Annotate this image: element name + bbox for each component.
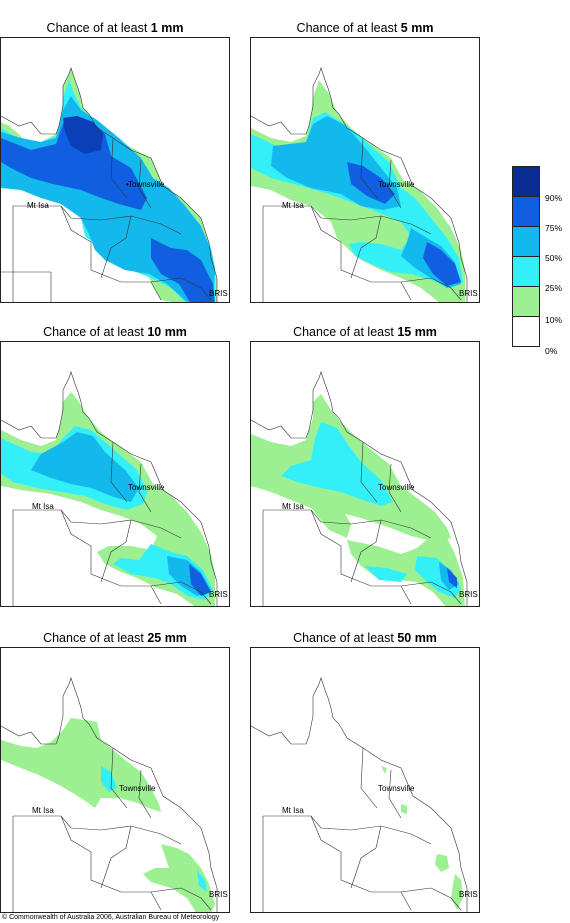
legend-swatch-25-50: [512, 256, 540, 287]
panel-title: Chance of at least 25 mm: [43, 631, 187, 645]
townsville-label: Townsville: [128, 180, 165, 189]
map-svg: [251, 677, 468, 912]
probability-map: Townsville Mt Isa BRIS: [250, 341, 480, 607]
probability-map: Townsville Mt Isa BRIS: [250, 647, 480, 913]
legend-tick: 10%: [545, 315, 563, 325]
mt-isa-label: Mt Isa: [32, 502, 54, 511]
townsville-label: Townsville: [378, 784, 415, 793]
legend-swatch-75-90: [512, 196, 540, 227]
bris-label: BRIS: [459, 590, 478, 599]
legend-tick: 25%: [545, 283, 563, 293]
legend-tick: 75%: [545, 223, 563, 233]
bris-label: BRIS: [209, 590, 228, 599]
map-svg: [1, 67, 218, 302]
panel-title: Chance of at least 10 mm: [43, 325, 187, 339]
map-svg: [1, 371, 218, 606]
legend-tick: 50%: [545, 253, 563, 263]
bris-label: BRIS: [209, 289, 228, 298]
townsville-label: Townsville: [378, 180, 415, 189]
probability-map: Townsville Mt Isa BRIS: [250, 37, 480, 303]
map-svg: [1, 677, 218, 912]
townsville-label: •: [126, 180, 129, 189]
legend-swatch-90-100: [512, 166, 540, 197]
panel-title: Chance of at least 50 mm: [293, 631, 437, 645]
panel-title: Chance of at least 5 mm: [296, 21, 434, 35]
bris-label: BRIS: [459, 890, 478, 899]
legend-tick: 0%: [545, 346, 558, 356]
probability-map: Townsville Mt Isa BRIS: [0, 647, 230, 913]
townsville-label: Townsville: [378, 483, 415, 492]
copyright-notice: © Commonwealth of Australia 2006, Austra…: [2, 914, 220, 921]
map-svg: [251, 371, 468, 606]
legend-swatch-10-25: [512, 286, 540, 317]
map-svg: [251, 67, 468, 302]
panel-title: Chance of at least 15 mm: [293, 325, 437, 339]
legend-swatch-0-10: [512, 316, 540, 347]
mt-isa-label: Mt Isa: [32, 806, 54, 815]
bris-label: BRIS: [459, 289, 478, 298]
legend-tick: 90%: [545, 193, 563, 203]
probability-map: Townsville Mt Isa BRIS: [0, 341, 230, 607]
legend-swatch-50-75: [512, 226, 540, 257]
mt-isa-label: Mt Isa: [27, 201, 49, 210]
mt-isa-label: Mt Isa: [282, 201, 304, 210]
townsville-label: Townsville: [119, 784, 156, 793]
bris-label: BRIS: [209, 890, 228, 899]
mt-isa-label: Mt Isa: [282, 806, 304, 815]
probability-map: • Townsville Mt Isa BRIS: [0, 37, 230, 303]
panel-title: Chance of at least 1 mm: [46, 21, 184, 35]
mt-isa-label: Mt Isa: [282, 502, 304, 511]
townsville-label: Townsville: [128, 483, 165, 492]
